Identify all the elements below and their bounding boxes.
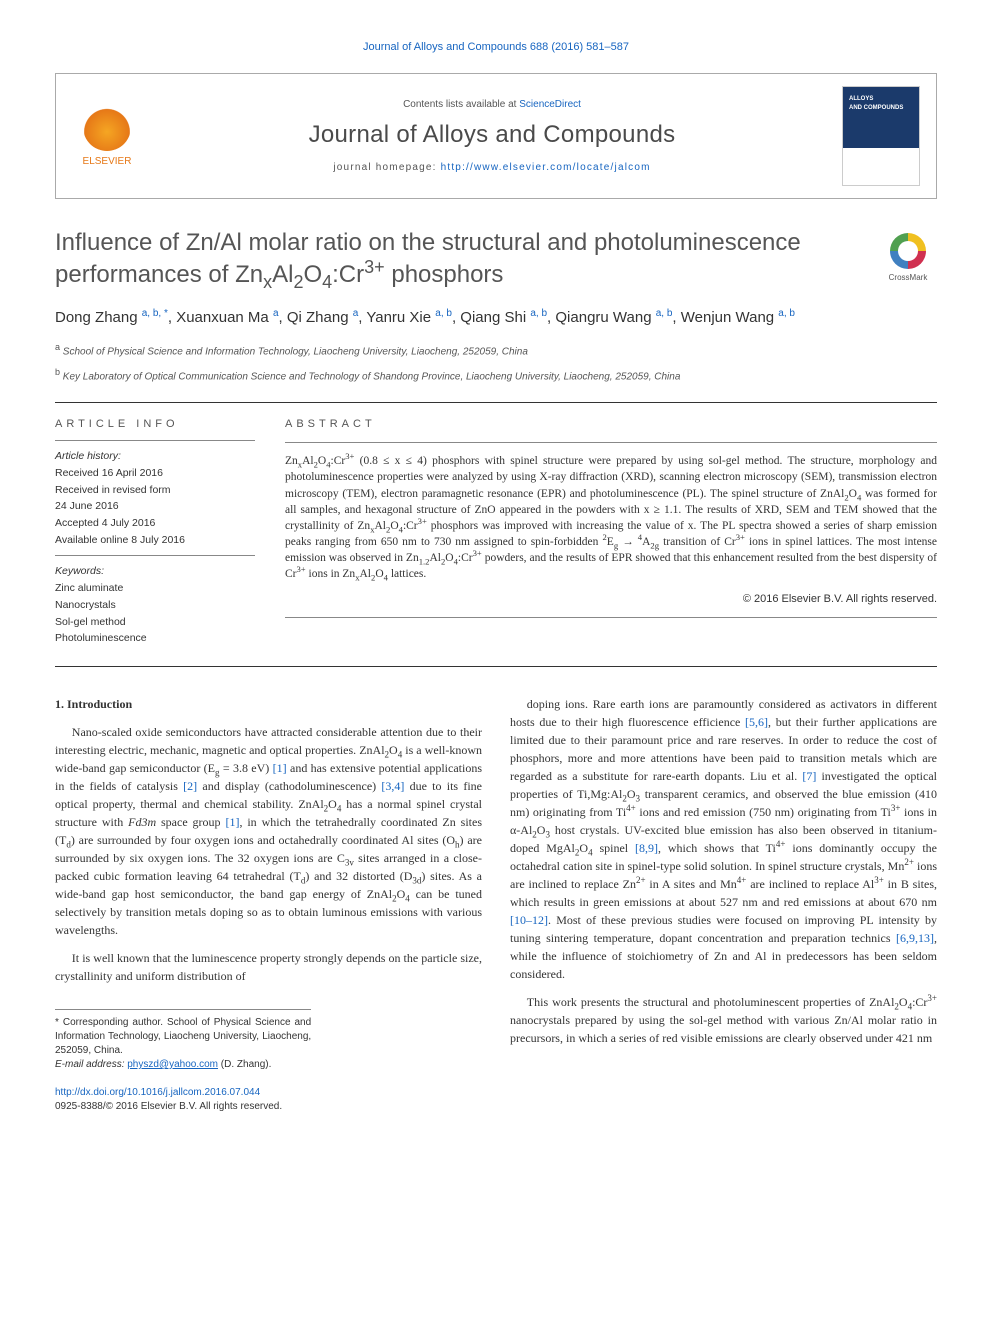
keyword: Zinc aluminate (55, 581, 255, 596)
footnote-block: * Corresponding author. School of Physic… (55, 1009, 311, 1072)
header-center: Contents lists available at ScienceDirec… (142, 98, 842, 176)
affiliation-sup: b (55, 367, 60, 377)
journal-reference: Journal of Alloys and Compounds 688 (201… (55, 40, 937, 55)
body-para: It is well known that the luminescence p… (55, 949, 482, 985)
contents-available: Contents lists available at ScienceDirec… (142, 98, 842, 112)
journal-name: Journal of Alloys and Compounds (142, 118, 842, 152)
divider (55, 666, 937, 667)
homepage-link[interactable]: http://www.elsevier.com/locate/jalcom (441, 162, 651, 173)
revised-line1: Received in revised form (55, 483, 255, 498)
info-abstract-row: ARTICLE INFO Article history: Received 1… (55, 417, 937, 648)
online-date: Available online 8 July 2016 (55, 533, 255, 548)
affiliation-sup: a (55, 342, 60, 352)
elsevier-tree-icon (83, 103, 131, 151)
issn-copyright: 0925-8388/© 2016 Elsevier B.V. All right… (55, 1101, 282, 1112)
keyword: Nanocrystals (55, 598, 255, 613)
publisher-name: ELSEVIER (72, 155, 142, 169)
body-columns: 1. Introduction Nano-scaled oxide semico… (55, 695, 937, 1072)
affiliation-b: b Key Laboratory of Optical Communicatio… (55, 366, 937, 384)
right-column: doping ions. Rare earth ions are paramou… (510, 695, 937, 1072)
page-root: Journal of Alloys and Compounds 688 (201… (0, 0, 992, 1154)
affiliation-text: School of Physical Science and Informati… (63, 347, 528, 358)
received-date: Received 16 April 2016 (55, 466, 255, 481)
section-heading: 1. Introduction (55, 695, 482, 713)
email-label: E-mail address: (55, 1059, 124, 1070)
abstract-copyright: © 2016 Elsevier B.V. All rights reserved… (285, 592, 937, 607)
email-link[interactable]: physzd@yahoo.com (127, 1059, 218, 1070)
journal-header: ELSEVIER Contents lists available at Sci… (55, 73, 937, 199)
abstract-body: ZnxAl2O4:Cr3+ (0.8 ≤ x ≤ 4) phosphors wi… (285, 453, 937, 582)
divider (55, 402, 937, 403)
history-label: Article history: (55, 449, 255, 464)
homepage-prefix: journal homepage: (333, 162, 440, 173)
journal-cover-thumbnail (842, 86, 920, 186)
body-para: doping ions. Rare earth ions are paramou… (510, 695, 937, 983)
keyword: Photoluminescence (55, 631, 255, 646)
footer: http://dx.doi.org/10.1016/j.jallcom.2016… (55, 1086, 937, 1114)
body-para: Nano-scaled oxide semiconductors have at… (55, 723, 482, 939)
article-info: ARTICLE INFO Article history: Received 1… (55, 417, 255, 648)
contents-prefix: Contents lists available at (403, 99, 519, 110)
affiliation-a: a School of Physical Science and Informa… (55, 341, 937, 359)
corresponding-author: * Corresponding author. School of Physic… (55, 1016, 311, 1058)
crossmark-badge[interactable]: CrossMark (879, 233, 937, 283)
abstract-block: ABSTRACT ZnxAl2O4:Cr3+ (0.8 ≤ x ≤ 4) pho… (285, 417, 937, 648)
left-column: 1. Introduction Nano-scaled oxide semico… (55, 695, 482, 1072)
sciencedirect-link[interactable]: ScienceDirect (519, 99, 581, 110)
keywords-label: Keywords: (55, 564, 255, 579)
elsevier-logo: ELSEVIER (72, 103, 142, 169)
author-list: Dong Zhang a, b, *, Xuanxuan Ma a, Qi Zh… (55, 306, 937, 330)
email-who: (D. Zhang). (221, 1059, 272, 1070)
revised-line2: 24 June 2016 (55, 499, 255, 514)
abstract-head: ABSTRACT (285, 417, 937, 432)
crossmark-icon (890, 233, 926, 269)
doi-link[interactable]: http://dx.doi.org/10.1016/j.jallcom.2016… (55, 1087, 260, 1098)
article-title: Influence of Zn/Al molar ratio on the st… (55, 227, 937, 289)
body-para: This work presents the structural and ph… (510, 993, 937, 1047)
email-line: E-mail address: physzd@yahoo.com (D. Zha… (55, 1058, 311, 1072)
affiliations: a School of Physical Science and Informa… (55, 341, 937, 384)
article-info-head: ARTICLE INFO (55, 417, 255, 432)
crossmark-label: CrossMark (879, 272, 937, 283)
keyword: Sol-gel method (55, 615, 255, 630)
journal-homepage: journal homepage: http://www.elsevier.co… (142, 161, 842, 175)
affiliation-text: Key Laboratory of Optical Communication … (63, 371, 681, 382)
accepted-date: Accepted 4 July 2016 (55, 516, 255, 531)
